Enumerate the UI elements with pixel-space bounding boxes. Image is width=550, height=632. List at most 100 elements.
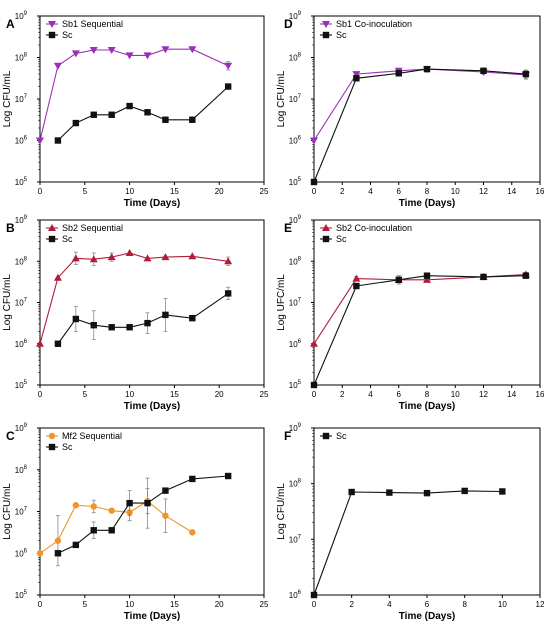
data-point — [90, 321, 97, 329]
data-point — [161, 46, 170, 54]
x-tick-label: 2 — [349, 600, 354, 609]
x-tick-label: 0 — [38, 187, 43, 196]
y-tick-label: 105 — [15, 590, 28, 600]
y-axis-label: Log CFU/mL — [2, 483, 13, 540]
y-tick-base: 10 — [15, 340, 24, 349]
y-tick-exponent: 9 — [24, 423, 28, 429]
data-point — [224, 83, 232, 90]
x-axis-label: Time (Days) — [399, 198, 456, 209]
x-tick-label: 8 — [462, 600, 467, 609]
data-point — [72, 119, 80, 127]
x-tick-label: 0 — [312, 187, 317, 196]
y-tick-exponent: 5 — [298, 380, 302, 386]
data-point — [310, 381, 318, 389]
legend-marker — [48, 443, 56, 451]
y-tick-label: 109 — [289, 11, 302, 21]
y-tick-base: 10 — [289, 591, 298, 600]
data-point — [162, 512, 169, 519]
y-axis-label: Log CFU/mL — [2, 70, 13, 127]
y-tick-exponent: 6 — [24, 136, 28, 142]
data-point — [72, 502, 80, 509]
y-tick-exponent: 6 — [24, 548, 28, 554]
data-point — [522, 272, 530, 279]
legend-label: Sb1 Sequential — [62, 19, 123, 29]
y-tick-exponent: 5 — [24, 380, 28, 386]
series-line — [57, 86, 229, 141]
legend-marker — [48, 224, 56, 231]
y-tick-label: 105 — [289, 177, 302, 187]
y-tick-label: 109 — [15, 423, 28, 433]
series-line — [313, 490, 503, 596]
data-point — [89, 47, 98, 55]
data-point — [188, 46, 197, 54]
data-point — [499, 488, 506, 495]
y-tick-label: 106 — [289, 590, 302, 600]
y-tick-label: 107 — [15, 94, 28, 104]
y-tick-base: 10 — [15, 591, 24, 600]
y-tick-base: 10 — [15, 178, 24, 187]
y-tick-label: 106 — [15, 339, 28, 349]
y-tick-exponent: 6 — [24, 339, 28, 345]
y-tick-base: 10 — [289, 299, 298, 308]
data-point — [90, 503, 97, 510]
data-point — [188, 252, 197, 260]
data-point — [162, 116, 169, 123]
legend-marker — [322, 31, 330, 39]
legend-label: Sc — [336, 431, 347, 441]
y-tick-exponent: 9 — [298, 11, 302, 17]
y-tick-base: 10 — [15, 424, 24, 433]
data-point — [90, 111, 97, 118]
legend-marker — [322, 235, 330, 243]
data-point — [189, 116, 196, 123]
x-tick-label: 10 — [125, 187, 134, 196]
data-point — [125, 52, 134, 60]
data-point — [108, 507, 115, 514]
x-tick-label: 25 — [260, 390, 269, 399]
data-point — [224, 472, 232, 480]
series-0 — [36, 46, 233, 145]
plot-frame — [313, 219, 541, 386]
y-tick-label: 108 — [15, 53, 28, 63]
y-tick-exponent: 8 — [24, 53, 28, 59]
y-axis-label: Log UFC/mL — [276, 274, 287, 331]
y-tick-base: 10 — [289, 257, 298, 266]
y-tick-label: 107 — [15, 507, 28, 517]
y-tick-exponent: 5 — [24, 177, 28, 183]
data-point — [36, 339, 44, 347]
y-tick-exponent: 9 — [24, 11, 28, 17]
x-tick-label: 0 — [38, 600, 43, 609]
y-tick-base: 10 — [289, 12, 298, 21]
plot-frame — [39, 15, 265, 183]
series-line — [313, 68, 526, 141]
y-tick-base: 10 — [289, 424, 298, 433]
y-tick-base: 10 — [289, 535, 298, 544]
x-tick-label: 25 — [260, 187, 269, 196]
y-tick-exponent: 8 — [24, 465, 28, 471]
data-point — [423, 275, 431, 283]
data-point — [162, 311, 169, 319]
y-tick-base: 10 — [289, 381, 298, 390]
series-1 — [54, 472, 232, 557]
legend-marker — [48, 432, 56, 440]
data-point — [310, 591, 318, 599]
x-tick-label: 25 — [260, 600, 269, 609]
data-point — [161, 253, 170, 261]
legend-label: Sc — [62, 442, 73, 452]
data-point — [461, 487, 468, 495]
y-tick-base: 10 — [15, 299, 24, 308]
data-point — [310, 339, 318, 347]
data-point — [54, 340, 62, 347]
y-tick-exponent: 8 — [298, 479, 302, 485]
x-tick-label: 0 — [38, 390, 43, 399]
legend-label: Sb2 Sequential — [62, 223, 123, 233]
x-tick-label: 6 — [425, 600, 430, 609]
x-axis-label: Time (Days) — [124, 198, 181, 209]
data-point — [36, 550, 44, 557]
data-point — [108, 324, 115, 331]
data-point — [423, 272, 431, 279]
y-tick-exponent: 6 — [298, 339, 302, 345]
x-tick-label: 20 — [215, 187, 224, 196]
legend-marker — [48, 31, 56, 39]
